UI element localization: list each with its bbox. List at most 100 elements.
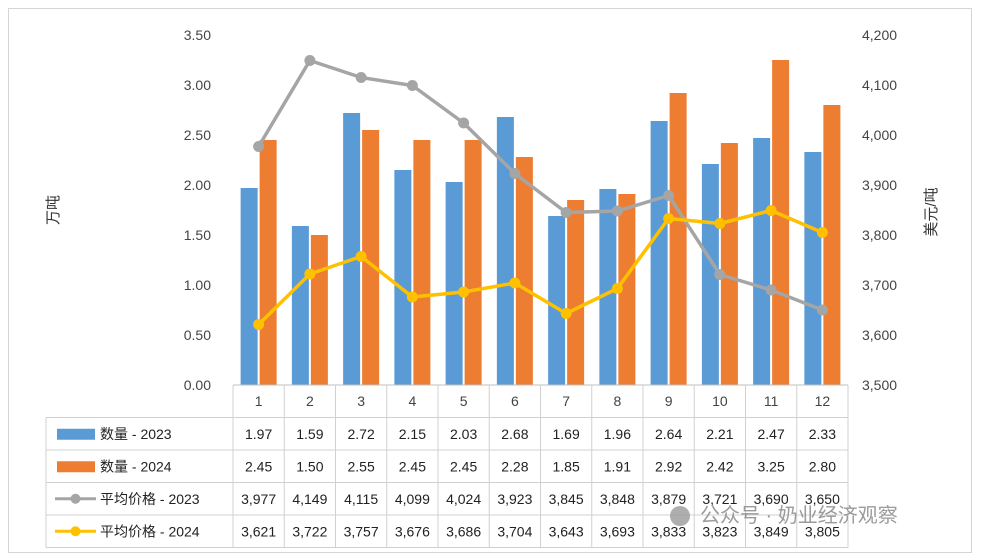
- bar-2024: [259, 140, 277, 385]
- table-cell: 3,722: [292, 523, 327, 539]
- table-cell: 2.92: [655, 458, 682, 474]
- table-cell: 3,643: [549, 523, 584, 539]
- table-cell: 3.25: [758, 458, 785, 474]
- bar-2023: [650, 121, 668, 385]
- table-cell: 2.55: [348, 458, 375, 474]
- table-cell: 2.03: [450, 426, 477, 442]
- y-right-tick-label: 4,100: [862, 77, 897, 93]
- table-cell: 2.15: [399, 426, 426, 442]
- y-left-axis-title: 万吨: [45, 195, 62, 225]
- line-point: [509, 277, 521, 289]
- bar-2023: [599, 189, 617, 385]
- bar-2024: [567, 200, 585, 385]
- line-point: [406, 291, 418, 303]
- line-point: [509, 168, 521, 179]
- bar-2024: [310, 235, 328, 385]
- table-cell: 1.85: [553, 458, 580, 474]
- y-right-tick-label: 3,900: [862, 177, 897, 193]
- table-cell: 2.64: [655, 426, 682, 442]
- bar-2023: [804, 152, 822, 385]
- table-cell: 2.45: [450, 458, 477, 474]
- table-cell: 3,693: [600, 523, 635, 539]
- table-cell: 2.47: [758, 426, 785, 442]
- table-cell: 3,757: [344, 523, 379, 539]
- table-cell: 1.50: [296, 458, 323, 474]
- legend-swatch-bar: [57, 428, 95, 440]
- legend-swatch-marker: [70, 526, 81, 537]
- line-point: [304, 268, 316, 280]
- y-right-tick-label: 3,600: [862, 327, 897, 343]
- line-point: [253, 319, 265, 330]
- table-cell: 1.69: [553, 426, 580, 442]
- line-point: [663, 190, 675, 201]
- bar-2024: [618, 194, 636, 385]
- x-tick-label: 3: [357, 393, 365, 409]
- y-left-tick-label: 3.50: [184, 27, 211, 43]
- table-cell: 1.96: [604, 426, 631, 442]
- x-tick-label: 6: [511, 393, 519, 409]
- line-price-2023: [257, 58, 824, 312]
- y-right-tick-label: 4,200: [862, 27, 897, 43]
- line-point: [714, 218, 726, 229]
- line-point: [253, 141, 265, 152]
- table-cell: 3,690: [754, 491, 789, 507]
- legend-series-name: 数量 - 2023: [100, 426, 172, 442]
- wechat-icon: [670, 506, 690, 526]
- x-tick-label: 1: [255, 393, 263, 409]
- line-point: [458, 117, 470, 129]
- line-point: [560, 207, 572, 218]
- x-tick-label: 10: [712, 393, 728, 409]
- table-cell: 3,823: [702, 523, 737, 539]
- legend-series-name: 平均价格 - 2023: [100, 491, 200, 507]
- x-tick-label: 12: [815, 393, 831, 409]
- bar-2023: [240, 188, 258, 385]
- bar-2024: [413, 140, 431, 385]
- line-point: [714, 269, 726, 280]
- table-cell: 3,650: [805, 491, 840, 507]
- x-tick-label: 2: [306, 393, 314, 409]
- y-left-tick-label: 0.00: [184, 377, 211, 393]
- table-cell: 2.72: [348, 426, 375, 442]
- table-cell: 1.59: [296, 426, 323, 442]
- table-cell: 3,686: [446, 523, 481, 539]
- bar-2023: [548, 216, 566, 385]
- table-cell: 3,676: [395, 523, 430, 539]
- table-cell: 3,805: [805, 523, 840, 539]
- y-left-tick-label: 2.00: [184, 177, 211, 193]
- table-cell: 1.91: [604, 458, 631, 474]
- y-left-tick-label: 0.50: [184, 327, 211, 343]
- bar-2024: [464, 140, 482, 385]
- table-cell: 4,149: [292, 491, 327, 507]
- x-tick-label: 4: [408, 393, 416, 409]
- line-point: [663, 213, 675, 224]
- table-cell: 3,621: [241, 523, 276, 539]
- table-cell: 2.28: [501, 458, 528, 474]
- y-left-tick-label: 2.50: [184, 127, 211, 143]
- table-cell: 2.21: [706, 426, 733, 442]
- bar-2023: [291, 226, 309, 385]
- table-cell: 3,721: [702, 491, 737, 507]
- bar-2023: [496, 117, 514, 385]
- legend-swatch-bar: [57, 461, 95, 473]
- line-point: [611, 283, 623, 294]
- bar-2024: [362, 130, 380, 385]
- legend-series-name: 平均价格 - 2024: [100, 523, 200, 539]
- table-cell: 3,848: [600, 491, 635, 507]
- table-cell: 2.68: [501, 426, 528, 442]
- y-right-tick-label: 3,500: [862, 377, 897, 393]
- x-tick-label: 7: [562, 393, 570, 409]
- line-point: [816, 227, 828, 238]
- table-cell: 3,833: [651, 523, 686, 539]
- line-point: [765, 205, 777, 216]
- line-point: [765, 284, 777, 296]
- table-cell: 3,849: [754, 523, 789, 539]
- line-price-2024: [257, 208, 824, 326]
- bar-2024: [823, 105, 841, 385]
- line-point: [355, 72, 367, 83]
- table-cell: 4,099: [395, 491, 430, 507]
- x-tick-label: 5: [460, 393, 468, 409]
- table-cell: 2.80: [809, 458, 836, 474]
- x-tick-label: 9: [665, 393, 673, 409]
- bar-2024: [515, 157, 533, 385]
